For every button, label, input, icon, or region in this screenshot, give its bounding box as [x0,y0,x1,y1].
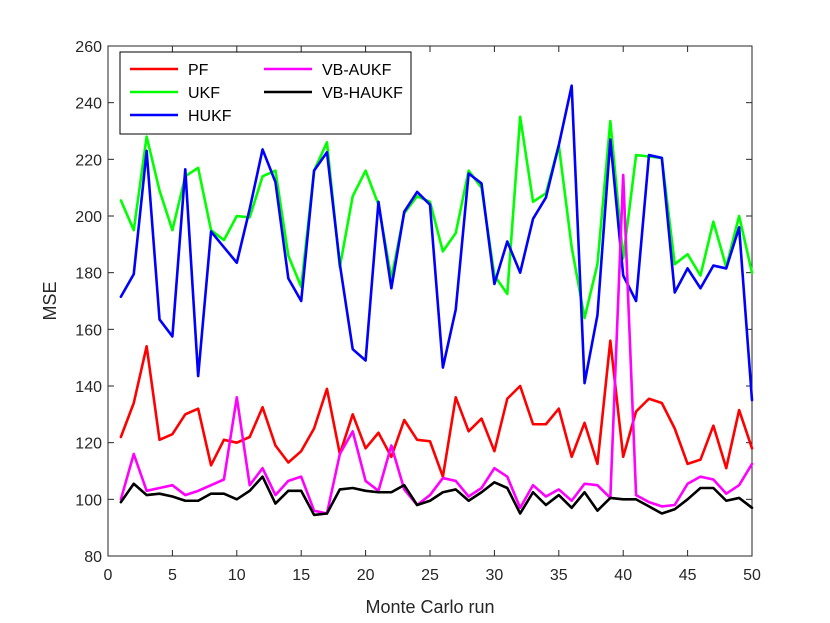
x-tick-label: 35 [550,567,568,584]
x-tick-label: 5 [168,567,177,584]
legend-label-vb-haukf: VB-HAUKF [322,85,403,102]
x-tick-label: 30 [486,567,504,584]
x-tick-label: 10 [228,567,246,584]
series-line-vb-aukf [119,173,754,515]
y-tick-label: 220 [75,152,102,169]
series-line-hukf [119,84,754,402]
x-tick-label: 45 [679,567,697,584]
legend: PF UKF HUKF VB-AUKF VB-HAUKF [119,51,412,135]
axis-ticks: 0 5 10 15 20 25 30 35 40 45 50 80 100 120 140 160 180 200… [75,39,761,584]
y-tick-label: 100 [75,492,102,509]
x-tick-label: 25 [421,567,439,584]
legend-label-pf: PF [188,62,209,79]
y-tick-label: 120 [75,436,102,453]
y-tick-label: 200 [75,209,102,226]
legend-label-hukf: HUKF [188,108,232,125]
y-tick-label: 160 [75,322,102,339]
series-line-vb-haukf [119,475,754,517]
series-layer [119,84,754,517]
x-tick-label: 40 [614,567,632,584]
y-axis-label: MSE [40,281,60,320]
legend-label-vb-aukf: VB-AUKF [322,62,392,79]
y-tick-label: 240 [75,96,102,113]
y-tick-label: 180 [75,266,102,283]
series-line-ukf [119,115,754,320]
y-tick-label: 80 [84,549,102,566]
y-tick-label: 260 [75,39,102,56]
legend-label-ukf: UKF [188,85,220,102]
x-axis-label: Monte Carlo run [365,597,494,617]
x-tick-label: 15 [292,567,310,584]
x-tick-label: 0 [104,567,113,584]
series-line-pf [119,339,754,478]
x-tick-label: 50 [743,567,761,584]
y-tick-label: 140 [75,379,102,396]
x-tick-label: 20 [357,567,375,584]
